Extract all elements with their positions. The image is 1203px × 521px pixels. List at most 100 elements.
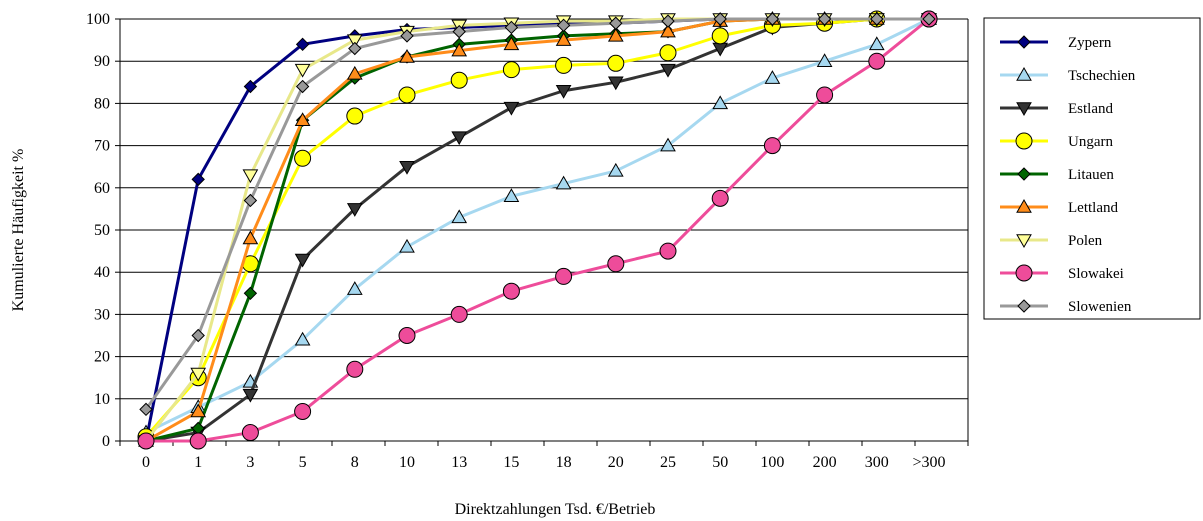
- data-point: [399, 238, 415, 253]
- x-tick-label: 5: [299, 454, 307, 471]
- legend-marker: [1016, 234, 1032, 249]
- x-tick-label: 1: [194, 454, 202, 471]
- data-point: [137, 432, 155, 450]
- data-point: [346, 107, 364, 125]
- data-point: [348, 41, 362, 56]
- y-tick-label: 60: [94, 180, 110, 197]
- legend-item-slowakei: Slowakei: [1000, 264, 1124, 282]
- data-point: [816, 53, 833, 67]
- legend-label: Litauen: [1068, 167, 1114, 183]
- legend-item-zypern: Zypern: [1000, 35, 1112, 51]
- data-point: [765, 12, 780, 26]
- series-slowenien: [139, 12, 936, 417]
- data-point: [243, 286, 258, 301]
- legend-marker: [1017, 167, 1031, 181]
- y-tick-label: 10: [94, 391, 110, 408]
- data-point: [243, 79, 258, 94]
- data-point: [659, 242, 677, 260]
- data-point: [660, 63, 676, 78]
- x-tick-label: 8: [351, 454, 359, 471]
- series-lettland: [138, 10, 937, 447]
- data-point: [607, 76, 624, 91]
- data-point: [502, 282, 520, 300]
- data-point: [503, 188, 520, 202]
- data-point: [243, 193, 258, 208]
- data-point: [294, 149, 312, 167]
- data-point: [764, 70, 781, 84]
- x-tick-label: 200: [813, 454, 837, 471]
- y-tick-label: 90: [94, 53, 110, 70]
- data-point: [922, 12, 936, 26]
- x-tick-label: 15: [503, 454, 519, 471]
- data-point: [452, 24, 466, 39]
- x-tick-label: 25: [660, 454, 676, 471]
- y-tick-label: 40: [94, 264, 110, 281]
- x-tick-label: 10: [399, 454, 415, 471]
- data-point: [295, 37, 310, 52]
- legend-item-slowenien: Slowenien: [1000, 299, 1132, 315]
- data-point: [242, 169, 259, 184]
- legend-label: Estland: [1068, 101, 1113, 117]
- x-tick-label: 300: [865, 454, 889, 471]
- data-point: [346, 360, 364, 378]
- data-point: [294, 63, 311, 78]
- legend-marker: [1017, 35, 1031, 49]
- x-axis-ticks: 0 1 3 5 8 10 13 15 18 20 25 50 100 200 300 >300: [142, 454, 946, 471]
- data-point: [346, 65, 363, 80]
- data-point: [398, 327, 416, 344]
- data-point: [555, 175, 572, 190]
- x-tick-label: 100: [760, 454, 784, 471]
- data-point: [191, 328, 205, 343]
- legend-label: Lettland: [1068, 200, 1118, 216]
- series-line: [144, 17, 929, 438]
- data-point: [555, 84, 572, 99]
- x-tick-label: 0: [142, 454, 150, 471]
- data-point: [295, 79, 310, 94]
- data-point: [607, 162, 624, 177]
- data-point: [555, 32, 572, 46]
- legend-item-lettland: Lettland: [1000, 198, 1118, 216]
- legend-label: Slowenien: [1068, 299, 1132, 315]
- data-point: [242, 388, 259, 403]
- data-point: [451, 42, 468, 57]
- legend-label: Polen: [1068, 233, 1103, 249]
- legend-item-tschechien: Tschechien: [1000, 66, 1136, 84]
- x-tick-label: 20: [608, 454, 624, 471]
- data-point: [503, 36, 520, 51]
- y-tick-label: 100: [86, 11, 110, 28]
- x-axis-title: Direktzahlungen Tsd. €/Betrieb: [455, 501, 656, 518]
- data-point: [502, 61, 520, 79]
- data-point: [711, 27, 729, 45]
- legend-item-polen: Polen: [1000, 233, 1103, 249]
- data-point: [607, 27, 624, 42]
- grid: [115, 18, 969, 446]
- data-point: [450, 305, 468, 323]
- legend-item-litauen: Litauen: [1000, 167, 1114, 183]
- data-point: [660, 23, 676, 38]
- legend-label: Zypern: [1068, 35, 1112, 51]
- legend-marker: [1015, 264, 1033, 282]
- data-point: [400, 29, 414, 43]
- data-point: [870, 12, 884, 26]
- legend-item-ungarn: Ungarn: [1000, 132, 1113, 150]
- legend-label: Slowakei: [1068, 266, 1124, 282]
- data-point: [659, 44, 677, 62]
- data-point: [190, 403, 207, 418]
- x-tick-label: 3: [246, 454, 254, 471]
- data-point: [294, 253, 311, 268]
- data-point: [556, 18, 571, 33]
- series-slowakei: [137, 10, 938, 450]
- data-point: [190, 367, 207, 382]
- series-ungarn: [137, 10, 938, 446]
- data-point: [712, 95, 729, 110]
- data-point: [555, 56, 573, 74]
- data-point: [868, 52, 886, 70]
- x-tick-label: >300: [912, 454, 945, 471]
- x-tick-label: 18: [556, 454, 572, 471]
- data-point: [139, 402, 153, 417]
- data-point: [294, 112, 311, 127]
- data-point: [399, 48, 415, 63]
- data-point: [763, 137, 781, 155]
- data-point: [399, 160, 415, 175]
- y-tick-label: 70: [94, 138, 110, 155]
